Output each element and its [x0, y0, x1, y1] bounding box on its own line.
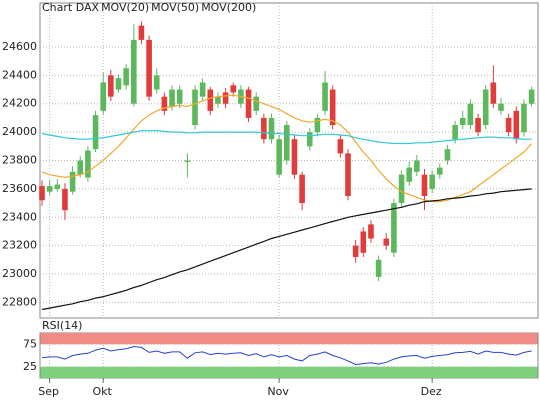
candle-body	[444, 149, 451, 161]
candle-body	[261, 117, 267, 140]
candle-body	[368, 224, 374, 239]
candle-body	[528, 89, 535, 104]
candle-body	[184, 160, 191, 162]
candle-body	[215, 96, 221, 104]
x-tick-label: Sep	[38, 385, 59, 398]
rsi-band	[40, 366, 538, 378]
candle-body	[505, 117, 512, 133]
candle-body	[475, 117, 481, 133]
candle-body	[299, 174, 305, 204]
y-tick-label: 23400	[2, 210, 37, 223]
x-tick-label: Dez	[421, 385, 442, 398]
candle-body	[268, 117, 275, 140]
y-tick-label: 75	[23, 337, 37, 350]
candle-body	[467, 103, 474, 126]
candle-body	[46, 186, 53, 192]
candle-body	[230, 85, 237, 93]
candle-body	[383, 238, 390, 246]
candle-body	[284, 125, 290, 161]
candle-body	[146, 39, 152, 97]
y-tick-label: 23600	[2, 182, 37, 195]
candle-body	[360, 231, 367, 253]
candle-body	[245, 89, 252, 118]
rsi-band	[40, 333, 538, 345]
candle-body	[123, 68, 129, 86]
candle-body	[207, 89, 214, 111]
candle-body	[100, 82, 106, 111]
candle-body	[421, 174, 428, 196]
candle-body	[429, 174, 435, 189]
y-tick-label: 22800	[2, 295, 37, 308]
y-tick-label: 25	[23, 360, 37, 373]
candle-body	[352, 245, 359, 257]
candle-body	[92, 115, 99, 150]
candle-body	[414, 160, 420, 172]
candle-body	[176, 89, 183, 104]
legend-entry: Chart DAX	[42, 1, 100, 14]
candle-body	[521, 103, 527, 133]
candle-body	[77, 160, 84, 175]
candle-body	[391, 203, 397, 253]
candle-body	[490, 82, 497, 104]
legend-entry: MOV(20)	[101, 1, 149, 14]
y-tick-label: 23000	[2, 267, 37, 280]
candle-body	[161, 96, 168, 111]
candle-body	[222, 92, 229, 104]
candle-body	[69, 171, 76, 192]
candle-body	[108, 75, 114, 97]
rsi-line	[41, 345, 532, 366]
candle-body	[138, 25, 145, 40]
y-tick-label: 23800	[2, 154, 37, 167]
candle-body	[345, 153, 351, 196]
candle-body	[329, 89, 336, 126]
candle-body	[337, 139, 344, 154]
candle-body	[482, 89, 489, 126]
legend-entry: MOV(50)	[151, 1, 199, 14]
candle-body	[406, 167, 412, 182]
x-tick-label: Nov	[267, 385, 289, 398]
candle-body	[39, 186, 45, 201]
candle-body	[54, 184, 61, 189]
rsi-title: RSI(14)	[42, 319, 82, 332]
y-tick-label: 24000	[2, 125, 37, 138]
candle-body	[85, 150, 91, 178]
candle-body	[498, 103, 504, 111]
candle-body	[153, 75, 160, 90]
candle-body	[437, 167, 443, 175]
candle-body	[375, 259, 382, 277]
candle-body	[459, 117, 466, 126]
candle-body	[169, 89, 175, 107]
candle-body	[306, 132, 313, 147]
moving-average-line	[41, 188, 532, 311]
legend-entry: MOV(200)	[201, 1, 256, 14]
y-tick-label: 24200	[2, 97, 37, 110]
candle-body	[131, 39, 137, 104]
candle-body	[314, 117, 321, 133]
moving-average-line	[41, 94, 533, 203]
y-tick-label: 24400	[2, 68, 37, 81]
candle-body	[322, 82, 328, 111]
candle-body	[276, 139, 282, 175]
candle-body	[62, 188, 68, 211]
candle-body	[291, 139, 298, 175]
x-tick-label: Okt	[93, 385, 113, 398]
candle-body	[192, 89, 198, 126]
candle-body	[452, 125, 458, 140]
candle-body	[253, 96, 259, 111]
moving-average-line	[41, 130, 532, 145]
candle-body	[115, 78, 122, 90]
candle-body	[199, 82, 206, 97]
candle-body	[398, 174, 405, 204]
y-tick-label: 23200	[2, 239, 37, 252]
candle-body	[513, 110, 520, 140]
y-tick-label: 24600	[2, 40, 37, 53]
